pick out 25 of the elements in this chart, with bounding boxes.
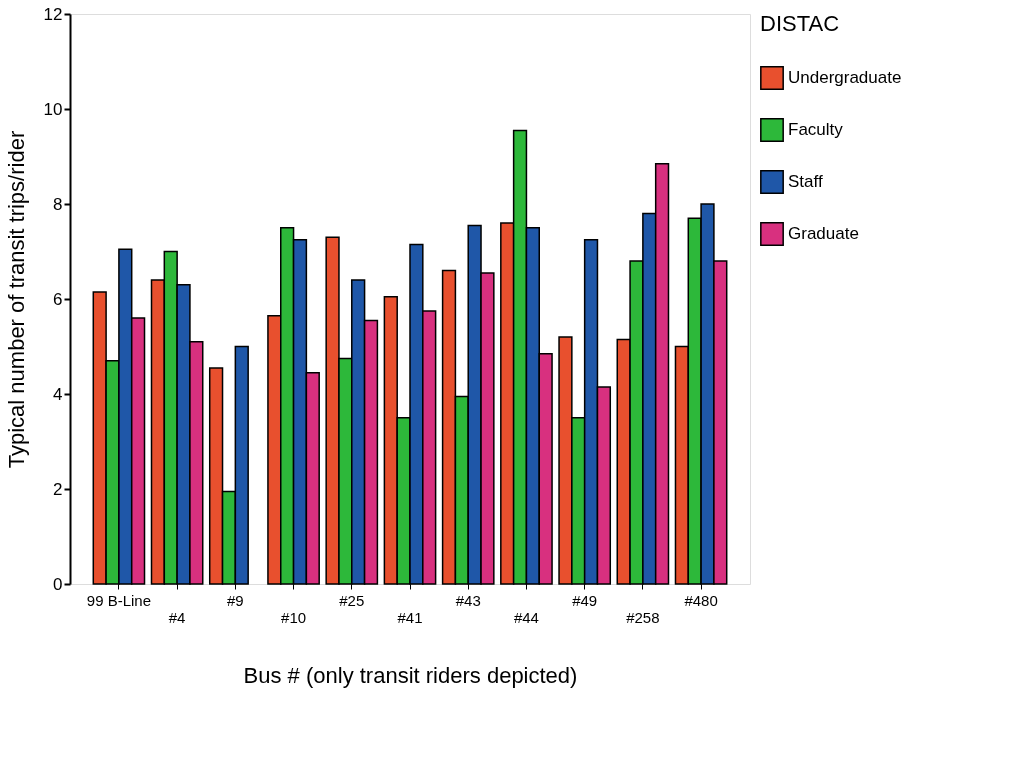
x-tick-label: #44: [513, 608, 539, 626]
x-tick-label: #9: [227, 591, 244, 609]
y-tick-label: 4: [53, 384, 63, 404]
y-tick-label: 0: [53, 574, 63, 594]
legend-label: Undergraduate: [788, 68, 902, 87]
y-tick-label: 6: [53, 289, 63, 309]
x-tick-label: 99 B-Line: [86, 591, 152, 609]
y-tick-label: 2: [53, 479, 63, 499]
legend-label: Graduate: [788, 224, 859, 243]
legend-label: Staff: [788, 172, 823, 191]
x-tick-label: #4: [168, 608, 186, 626]
x-tick-label: #41: [397, 608, 423, 626]
x-tick-label: #258: [626, 608, 660, 626]
x-axis-title: Bus # (only transit riders depicted): [243, 662, 578, 688]
x-tick-label: #10: [281, 608, 307, 626]
y-axis-title: Typical number of transit trips/rider: [3, 130, 29, 469]
x-tick-label: #49: [572, 591, 598, 609]
y-tick-label: 12: [43, 4, 63, 24]
x-tick-label: #43: [455, 591, 481, 609]
y-tick-label: 8: [53, 194, 63, 214]
x-tick-label: #25: [339, 591, 365, 609]
legend-label: Faculty: [788, 120, 844, 139]
y-tick-label: 10: [43, 99, 63, 119]
x-tick-label: #480: [684, 591, 718, 609]
legend-title: DISTAC: [760, 11, 840, 36]
